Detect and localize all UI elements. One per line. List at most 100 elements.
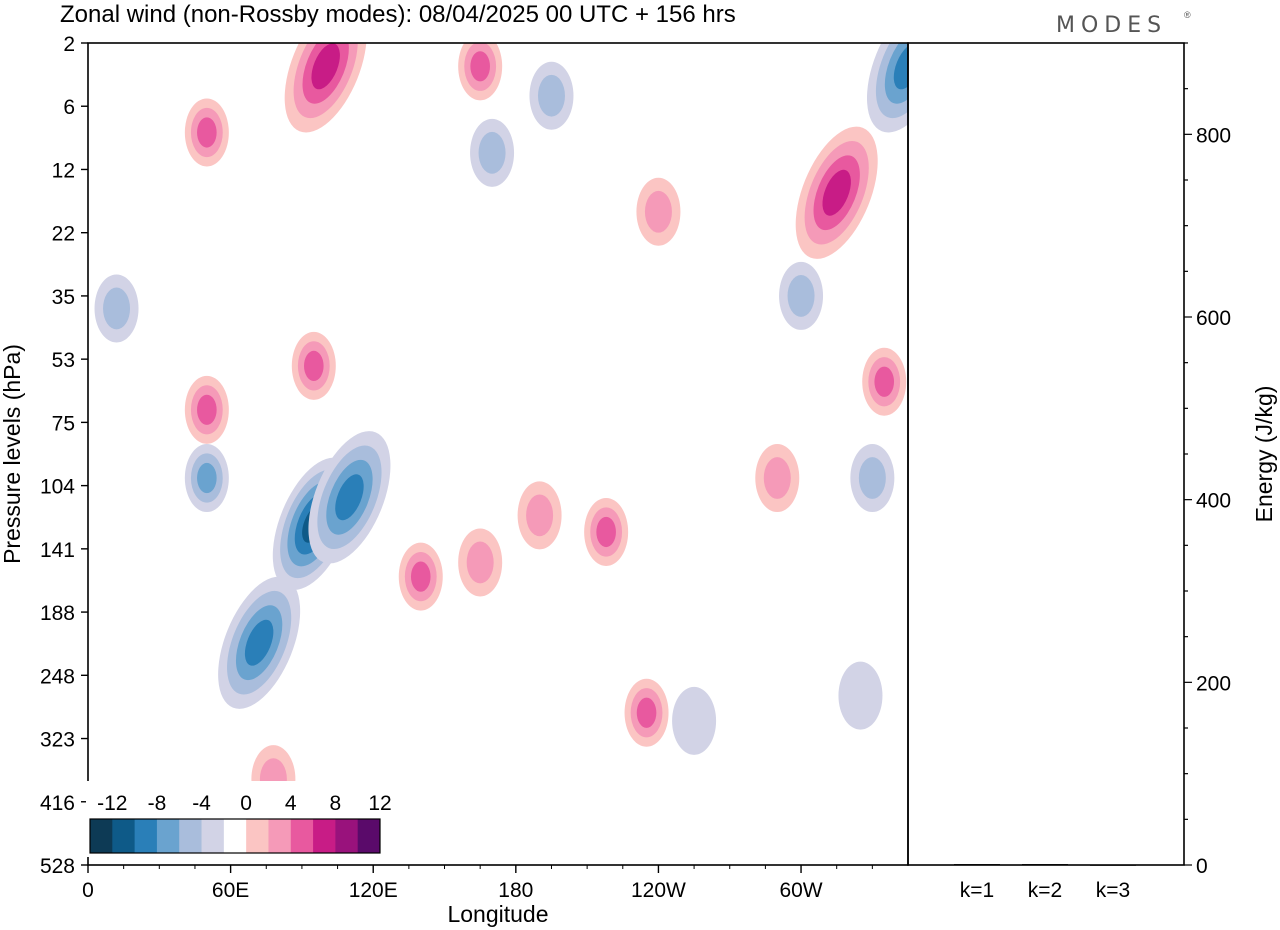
energy-category-label-3: k=3 bbox=[1096, 879, 1130, 902]
colorbar-swatch-1 bbox=[112, 819, 136, 853]
wind-anomaly-10 bbox=[850, 444, 895, 513]
colorbar-swatch-9 bbox=[290, 819, 314, 853]
y-tick-label-1: 6 bbox=[63, 96, 75, 119]
colorbar-frame bbox=[89, 818, 381, 854]
y-tick-label-8: 141 bbox=[40, 539, 75, 562]
wind-contour-1-4 bbox=[244, 619, 274, 666]
colorbar-swatch-11 bbox=[335, 819, 359, 853]
y-tick-label-2: 12 bbox=[52, 159, 75, 182]
colorbar-swatch-8 bbox=[268, 819, 292, 853]
y-tick-label-11: 323 bbox=[40, 729, 75, 752]
energy-bar-k=2 bbox=[1022, 864, 1068, 866]
wind-anomaly-11 bbox=[672, 686, 717, 755]
wind-anomaly-7 bbox=[470, 118, 515, 187]
wind-contour-3-4 bbox=[335, 474, 364, 521]
y-tick-label-10: 248 bbox=[40, 665, 75, 688]
wind-contour-8-2 bbox=[103, 287, 131, 330]
wind-anomaly-12 bbox=[838, 661, 883, 730]
wind-anomaly-24 bbox=[795, 126, 878, 259]
wind-contour-5-4 bbox=[893, 43, 908, 90]
colorbar: -12 -8 -4 0 4 8 12 bbox=[86, 781, 392, 857]
wind-anomaly-8 bbox=[94, 274, 139, 343]
colorbar-label-2: -4 bbox=[192, 792, 211, 815]
energy-tick-label-400: 400 bbox=[1196, 490, 1231, 513]
y-tick-label-13: 528 bbox=[40, 855, 75, 878]
wind-anomaly-1 bbox=[218, 576, 301, 709]
wind-anomaly-20 bbox=[184, 375, 229, 444]
wind-anomaly-13 bbox=[398, 542, 443, 611]
colorbar-label-0: -12 bbox=[97, 792, 127, 815]
wind-anomaly-3 bbox=[308, 431, 391, 564]
wind-anomaly-23 bbox=[458, 43, 503, 101]
x-tick-label-1: 60E bbox=[212, 879, 249, 902]
y-tick-label-6: 75 bbox=[52, 412, 75, 435]
x-tick-label-2: 120E bbox=[349, 879, 398, 902]
wind-contour-13-3 bbox=[410, 561, 431, 592]
energy-bar-k=1 bbox=[954, 864, 1000, 866]
y-tick-label-4: 35 bbox=[52, 286, 75, 309]
wind-anomaly-18 bbox=[755, 444, 800, 513]
colorbar-swatch-4 bbox=[179, 819, 202, 853]
wind-contour-9-2 bbox=[787, 275, 815, 317]
wind-anomaly-15 bbox=[517, 481, 562, 550]
x-tick-label-3: 180 bbox=[498, 879, 533, 902]
wind-contour-4-3 bbox=[197, 462, 217, 494]
wind-anomaly-17 bbox=[624, 678, 669, 747]
energy-category-label-1: k=1 bbox=[960, 879, 994, 902]
wind-anomaly-6 bbox=[529, 61, 574, 130]
wind-contour-6-2 bbox=[537, 74, 565, 117]
energy-tick-label-0: 0 bbox=[1196, 855, 1208, 878]
wind-contour-18-2 bbox=[763, 457, 791, 499]
wind-anomaly-16 bbox=[584, 497, 629, 566]
wind-contour-23-3 bbox=[470, 51, 490, 82]
wind-contour-21-4 bbox=[311, 43, 340, 90]
energy-plot-frame bbox=[907, 42, 1185, 866]
energy-axis: 0 200 400 600 800 bbox=[1184, 42, 1231, 878]
wind-anomaly-25 bbox=[862, 347, 907, 416]
heatmap-field bbox=[94, 43, 908, 814]
colorbar-swatch-12 bbox=[357, 819, 381, 853]
wind-anomaly-26 bbox=[636, 177, 681, 246]
modes-logo: MODES bbox=[1056, 13, 1167, 38]
wind-contour-7-2 bbox=[478, 131, 506, 174]
y-tick-label-5: 53 bbox=[52, 349, 75, 372]
wind-contour-22-3 bbox=[197, 117, 217, 148]
colorbar-swatch-7 bbox=[246, 819, 269, 853]
x-axis-label: Longitude bbox=[447, 901, 548, 927]
wind-anomaly-9 bbox=[779, 261, 824, 330]
y-axis-label: Pressure levels (hPa) bbox=[0, 344, 25, 564]
x-tick-label-0: 0 bbox=[82, 879, 94, 902]
wind-anomaly-22 bbox=[184, 98, 229, 167]
wind-contour-17-3 bbox=[636, 697, 657, 728]
wind-contour-19-3 bbox=[303, 350, 324, 381]
energy-bar-k=3 bbox=[1090, 864, 1136, 866]
logo-registered-mark: ® bbox=[1184, 10, 1191, 20]
wind-contour-15-2 bbox=[526, 494, 554, 537]
energy-tick-label-200: 200 bbox=[1196, 672, 1231, 695]
energy-tick-label-800: 800 bbox=[1196, 124, 1231, 147]
wind-contour-20-3 bbox=[197, 394, 217, 425]
chart-title: Zonal wind (non-Rossby modes): 08/04/202… bbox=[60, 1, 736, 28]
colorbar-swatch-5 bbox=[201, 819, 225, 853]
colorbar-label-4: 4 bbox=[285, 792, 297, 815]
wind-contour-24-4 bbox=[822, 169, 851, 216]
wind-contour-26-2 bbox=[644, 190, 672, 233]
x-axis: 0 60E 120E 180 120W 60W bbox=[82, 865, 873, 902]
y-tick-label-0: 2 bbox=[63, 33, 75, 56]
colorbar-swatch-6 bbox=[223, 819, 247, 853]
energy-axis-label: Energy (J/kg) bbox=[1251, 386, 1277, 523]
colorbar-label-3: 0 bbox=[240, 792, 252, 815]
colorbar-label-5: 8 bbox=[330, 792, 342, 815]
wind-contour-25-3 bbox=[874, 366, 895, 397]
colorbar-swatch-2 bbox=[134, 819, 158, 853]
colorbar-swatch-0 bbox=[90, 819, 113, 853]
energy-bars: k=1 k=2 k=3 bbox=[954, 864, 1136, 902]
wind-contour-12-1 bbox=[838, 661, 883, 730]
colorbar-swatch-3 bbox=[156, 819, 180, 853]
energy-tick-label-600: 600 bbox=[1196, 307, 1231, 330]
colorbar-swatch-10 bbox=[313, 819, 336, 853]
wind-anomaly-21 bbox=[284, 43, 367, 133]
wind-anomaly-14 bbox=[458, 528, 503, 597]
y-tick-label-3: 22 bbox=[52, 223, 75, 246]
